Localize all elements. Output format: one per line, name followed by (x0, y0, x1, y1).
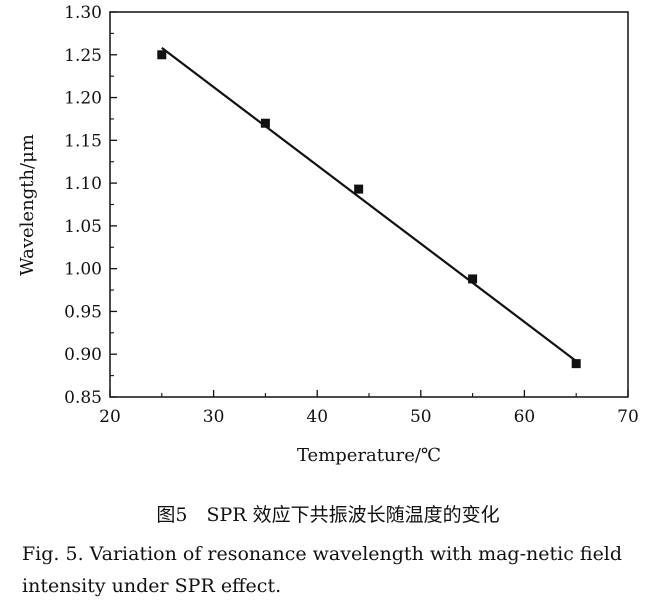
chart: 20 30 40 50 60 70 0.85 0.90 0.95 1.00 1.05 1.10 1.1… (17, 3, 639, 466)
x-tick-labels: 20 30 40 50 60 70 (99, 407, 639, 427)
figure-caption-english: Fig. 5. Variation of resonance wavelengt… (22, 543, 623, 597)
y-tick-label: 1.30 (64, 3, 102, 23)
y-axis-label: Wavelength/μm (17, 134, 38, 276)
x-tick-label: 50 (410, 407, 432, 427)
figure-caption-chinese: 图5 SPR 效应下共振波长随温度的变化 (156, 504, 500, 526)
y-tick-label: 1.20 (64, 89, 102, 109)
y-tick-label: 1.15 (64, 131, 102, 151)
x-tick-label: 30 (203, 407, 225, 427)
data-point (468, 274, 478, 284)
y-tick-label: 1.05 (64, 217, 102, 237)
ticks (109, 11, 629, 398)
x-tick-label: 20 (99, 407, 121, 427)
y-tick-label: 0.95 (64, 302, 102, 322)
y-tick-label: 1.00 (64, 260, 102, 280)
data-point (354, 184, 364, 194)
data-points (157, 50, 581, 369)
x-tick-label: 70 (617, 407, 639, 427)
data-point (157, 50, 167, 60)
y-tick-label: 0.90 (64, 345, 102, 365)
data-point (571, 359, 581, 369)
y-tick-label: 0.85 (64, 388, 102, 408)
x-tick-label: 40 (306, 407, 328, 427)
data-point (260, 118, 270, 128)
y-tick-labels: 0.85 0.90 0.95 1.00 1.05 1.10 1.15 1.20 1.25 1.30 (64, 3, 102, 408)
fit-line (161, 47, 577, 362)
y-tick-label: 1.25 (64, 46, 102, 66)
y-tick-label: 1.10 (64, 174, 102, 194)
fit-line-group (161, 47, 577, 362)
x-tick-label: 60 (514, 407, 536, 427)
x-axis-label: Temperature/℃ (297, 445, 441, 466)
